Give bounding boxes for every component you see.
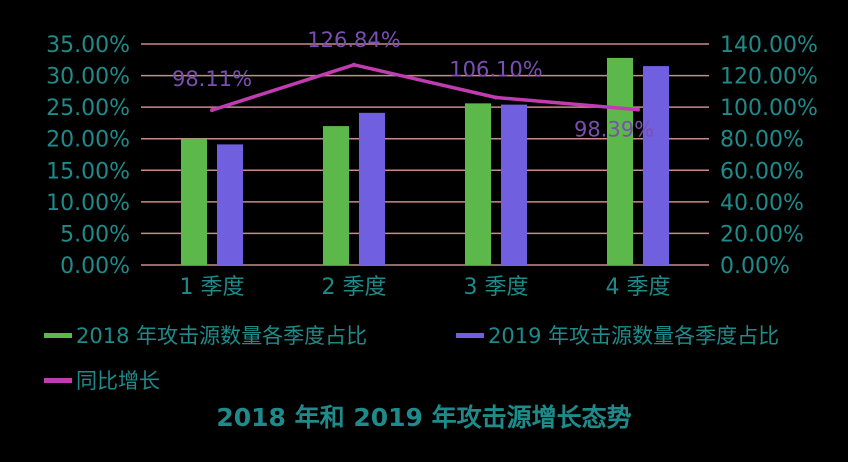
y-left-tick-label: 20.00% bbox=[46, 128, 130, 153]
bar-2018 bbox=[465, 103, 491, 266]
bar-2018 bbox=[181, 138, 207, 265]
y-right-tick-label: 120.00% bbox=[720, 65, 818, 90]
legend-swatch-2018 bbox=[44, 332, 72, 338]
y-left-tick-label: 30.00% bbox=[46, 65, 130, 90]
y-right-tick-label: 0.00% bbox=[720, 254, 790, 279]
y-left-tick-label: 25.00% bbox=[46, 96, 130, 121]
chart-title: 2018 年和 2019 年攻击源增长态势 bbox=[216, 403, 632, 432]
growth-point bbox=[636, 107, 640, 112]
y-right-tick-label: 20.00% bbox=[720, 222, 804, 247]
bar-2019 bbox=[217, 144, 243, 265]
legend-item-2018: 2018 年攻击源数量各季度占比 bbox=[44, 320, 367, 350]
legend-swatch-growth bbox=[44, 377, 72, 383]
y-left-tick-label: 0.00% bbox=[60, 254, 130, 279]
growth-data-label: 98.11% bbox=[172, 67, 252, 91]
y-right-tick-label: 140.00% bbox=[720, 33, 818, 58]
x-tick-label: 1 季度 bbox=[180, 275, 245, 300]
y-left-tick-label: 5.00% bbox=[60, 222, 130, 247]
x-tick-label: 3 季度 bbox=[464, 275, 529, 300]
legend-item-2019: 2019 年攻击源数量各季度占比 bbox=[456, 320, 779, 350]
growth-point bbox=[352, 62, 356, 67]
y-right-tick-label: 100.00% bbox=[720, 96, 818, 121]
bar-2019 bbox=[643, 66, 669, 265]
legend-label-growth: 同比增长 bbox=[76, 369, 160, 393]
growth-data-label: 126.84% bbox=[307, 28, 400, 52]
y-left-tick-label: 35.00% bbox=[46, 33, 130, 58]
bar-2019 bbox=[501, 104, 527, 265]
bar-2018 bbox=[323, 126, 349, 265]
y-right-tick-label: 80.00% bbox=[720, 128, 804, 153]
legend-label-2019: 2019 年攻击源数量各季度占比 bbox=[488, 324, 780, 348]
bar-2019 bbox=[359, 112, 385, 265]
y-right-tick-label: 40.00% bbox=[720, 191, 804, 216]
legend-swatch-2019 bbox=[456, 332, 484, 338]
growth-line bbox=[211, 63, 639, 112]
legend-label-2018: 2018 年攻击源数量各季度占比 bbox=[76, 324, 368, 348]
growth-point bbox=[494, 95, 498, 100]
legend-item-growth: 同比增长 bbox=[44, 365, 160, 395]
x-tick-label: 4 季度 bbox=[606, 275, 671, 300]
growth-data-label: 106.10% bbox=[449, 58, 542, 82]
y-left-tick-label: 10.00% bbox=[46, 191, 130, 216]
growth-data-label: 98.39% bbox=[574, 118, 654, 142]
bar-2018 bbox=[607, 57, 633, 265]
y-right-tick-label: 60.00% bbox=[720, 159, 804, 184]
x-tick-label: 2 季度 bbox=[322, 275, 387, 300]
growth-point bbox=[210, 108, 214, 113]
y-left-tick-label: 15.00% bbox=[46, 159, 130, 184]
